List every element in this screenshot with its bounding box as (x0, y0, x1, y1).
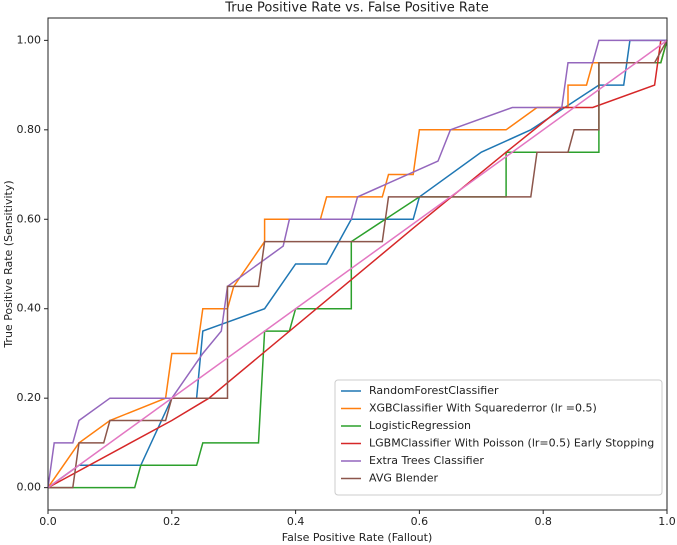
plot-frame (47, 17, 668, 511)
series-line (47, 40, 668, 489)
chart-title: True Positive Rate vs. False Positive Ra… (224, 1, 489, 16)
x-tick-label: 0.4 (287, 515, 305, 528)
legend-label: XGBClassifier With Squarederror (lr =0.5… (369, 402, 597, 415)
x-tick-label: 0.2 (163, 515, 181, 528)
diagonal-line (47, 39, 668, 489)
x-tick-label: 1.0 (658, 515, 676, 528)
y-tick-label: 0.40 (17, 302, 42, 315)
x-tick-label: 0.6 (411, 515, 429, 528)
legend-label: LogisticRegression (369, 419, 471, 432)
legend-label: RandomForestClassifier (369, 384, 499, 397)
legend-label: LGBMClassifier With Poisson (lr=0.5) Ear… (369, 437, 654, 450)
y-tick-label: 1.00 (17, 33, 42, 46)
x-tick-label: 0.8 (534, 515, 552, 528)
series-line (47, 40, 662, 489)
series-line (47, 39, 667, 488)
y-tick-label: 0.80 (17, 123, 42, 136)
y-tick-label: 0.00 (17, 481, 42, 494)
y-axis-label: True Positive Rate (Sensitivity) (2, 180, 15, 348)
x-axis-label: False Positive Rate (Fallout) (282, 531, 433, 544)
x-tick-label: 0.0 (39, 515, 57, 528)
series-line (48, 40, 668, 489)
y-tick-label: 0.20 (17, 391, 42, 404)
legend-box (334, 379, 663, 496)
legend-label: AVG Blender (369, 472, 438, 485)
legend-label: Extra Trees Classifier (369, 454, 484, 467)
y-tick-label: 0.60 (17, 212, 42, 225)
series-line (48, 40, 668, 489)
